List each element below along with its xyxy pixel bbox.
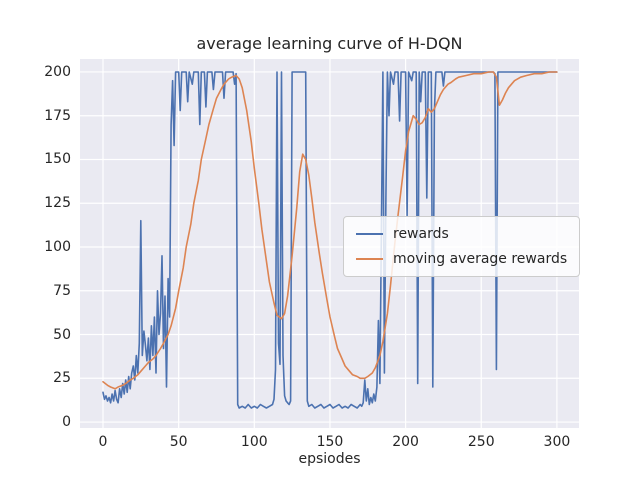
x-tick-label: 300: [543, 434, 571, 450]
chart-title: average learning curve of H-DQN: [196, 34, 463, 53]
legend-item-rewards: rewards: [356, 226, 567, 242]
plot-area: rewards moving average rewards: [80, 59, 581, 428]
legend: rewards moving average rewards: [343, 216, 581, 277]
y-tick-label: 100: [44, 239, 71, 255]
x-tick-label: 200: [392, 434, 419, 450]
y-tick-label: 150: [44, 151, 71, 168]
plot-canvas: [80, 59, 579, 428]
y-tick-label: 200: [44, 63, 71, 80]
legend-label-rewards: rewards: [393, 226, 449, 242]
series-line-rewards: [102, 71, 558, 409]
legend-item-moving-average: moving average rewards: [356, 251, 567, 267]
moving-average-line-swatch: [356, 258, 383, 260]
x-axis-label: epsiodes: [298, 451, 361, 467]
x-tick-label: 100: [240, 434, 268, 450]
y-tick-label: 125: [44, 195, 71, 212]
x-tick-label: 0: [98, 434, 108, 450]
x-tick-label: 50: [169, 434, 188, 450]
y-tick-label: 75: [53, 282, 71, 299]
x-tick-label: 250: [467, 434, 495, 450]
y-tick-label: 0: [62, 414, 71, 431]
x-tick-label: 150: [316, 434, 344, 450]
y-tick-label: 50: [53, 326, 71, 343]
y-tick-label: 25: [53, 370, 71, 387]
y-tick-label: 175: [44, 107, 71, 124]
legend-label-moving-average: moving average rewards: [393, 251, 568, 267]
rewards-line-swatch: [356, 233, 383, 235]
series-line-moving-average-rewards: [102, 71, 558, 390]
